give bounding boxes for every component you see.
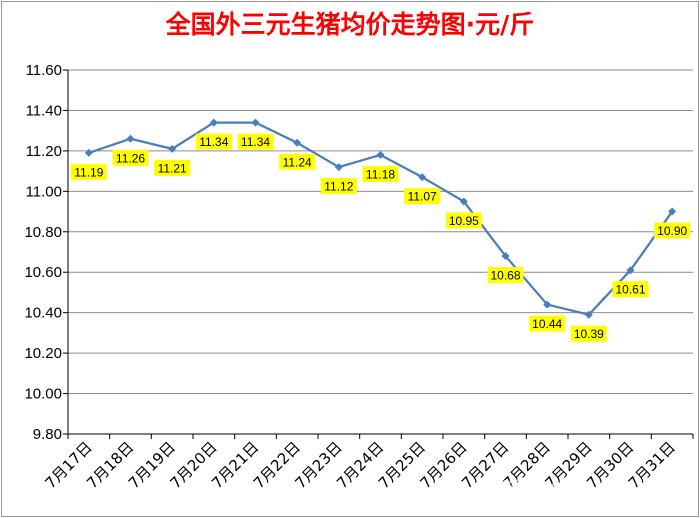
y-tick-label: 10.60: [24, 264, 62, 281]
data-point-marker: [501, 252, 510, 261]
data-label-box: [112, 149, 149, 166]
data-label-box: [529, 315, 566, 332]
data-label-box: [612, 281, 649, 298]
y-tick-label: 10.40: [24, 305, 62, 322]
data-label: 11.12: [324, 180, 353, 194]
data-label-box: [195, 133, 232, 150]
data-label-box: [654, 222, 691, 239]
y-tick-label: 11.60: [26, 62, 62, 79]
data-point-marker: [668, 207, 677, 216]
axes: [67, 70, 694, 439]
y-tick-label: 10.80: [24, 224, 62, 241]
data-label-box: [237, 133, 274, 150]
data-point-marker: [293, 138, 302, 147]
data-label-box: [487, 267, 524, 284]
data-label: 11.26: [116, 151, 145, 165]
data-point-marker: [418, 173, 427, 182]
data-label-box: [320, 178, 357, 195]
data-label: 11.34: [241, 135, 270, 149]
data-point-marker: [84, 148, 93, 157]
data-label-box: [570, 325, 607, 342]
data-label: 10.61: [615, 283, 645, 297]
data-point-marker: [334, 163, 343, 172]
data-label-box: [445, 212, 482, 229]
y-tick-label: 10.00: [24, 386, 62, 403]
data-label: 10.39: [574, 327, 604, 341]
data-point-marker: [168, 144, 177, 153]
y-tick-labels: 9.80 10.00 10.20 10.40 10.60 10.80 11.00 11.20 1…: [24, 62, 62, 443]
watermark-text: 微信号: shengzhuhuage: [500, 479, 663, 495]
data-label: 11.18: [366, 167, 395, 181]
data-label: 11.07: [408, 190, 437, 204]
data-point-marker: [584, 310, 593, 319]
data-label: 10.95: [449, 214, 479, 228]
data-label-box: [154, 159, 191, 176]
data-label: 10.44: [532, 317, 562, 331]
data-point-marker: [626, 266, 635, 275]
y-tick-label: 11.00: [26, 183, 62, 200]
data-point-marker: [543, 300, 552, 309]
data-label-box: [362, 165, 399, 182]
data-point-marker: [376, 150, 385, 159]
y-tick-label: 11.40: [26, 102, 62, 119]
chart-title: 全国外三元生猪均价走势图·元/斤: [165, 10, 535, 39]
series-line: [84, 118, 677, 319]
data-label: 11.34: [199, 135, 228, 149]
data-label-box: [279, 153, 316, 170]
data-label-box: [404, 188, 441, 205]
data-labels: 11.19 11.26 11.21 11.34 11.34 11.24 11.12 11.18…: [70, 133, 691, 342]
data-label-box: [70, 163, 107, 180]
data-point-marker: [251, 118, 260, 127]
grid-lines: [63, 69, 693, 435]
data-point-marker: [459, 197, 468, 206]
data-point-marker: [126, 134, 135, 143]
y-tick-label: 10.20: [24, 345, 62, 362]
watermark: 微信号: shengzhuhuage: [478, 478, 663, 495]
data-label: 10.90: [657, 224, 687, 238]
y-tick-label: 9.80: [33, 426, 62, 443]
data-label: 11.19: [74, 165, 103, 179]
data-label: 11.21: [158, 161, 187, 175]
wechat-icon: [478, 478, 494, 494]
data-point-marker: [209, 118, 218, 127]
data-label: 10.68: [490, 269, 520, 283]
y-tick-label: 11.20: [26, 143, 62, 160]
data-label: 11.24: [283, 155, 312, 169]
